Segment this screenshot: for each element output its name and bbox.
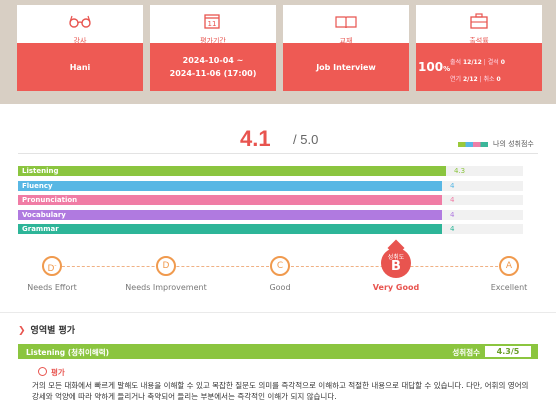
textbook-label: 교재 bbox=[339, 37, 353, 45]
section-title: ❯ 영역별 평가 bbox=[18, 326, 76, 336]
bar-fill-pronunciation bbox=[18, 195, 442, 205]
teacher-label: 강사 bbox=[73, 37, 87, 45]
period-label: 평가기간 bbox=[200, 37, 226, 45]
bar-fill-vocabulary bbox=[18, 209, 442, 220]
bar-fill-fluency bbox=[18, 180, 442, 191]
attendance-card: 출석률 100% 출석 12/12 | 결석 0 연기 2/12 | 취소 0 bbox=[416, 5, 542, 91]
teacher-value: Hani bbox=[17, 43, 143, 91]
bar-row-pronunciation: Pronunciation 4 bbox=[18, 195, 523, 205]
level-grade: A bbox=[505, 261, 513, 271]
period-start: 2024-10-04 ~ bbox=[182, 56, 244, 65]
bar-label: Listening bbox=[22, 167, 59, 175]
period-card: 11 평가기간 2024-10-04 ~ 2024-11-06 (17:00) bbox=[150, 5, 276, 91]
legend: 나의 성취점수 bbox=[458, 139, 534, 149]
bar-label: Vocabulary bbox=[22, 210, 66, 219]
bar-row-fluency: Fluency 4 bbox=[18, 180, 523, 191]
textbook-value: Job Interview bbox=[283, 43, 409, 91]
period-value: 2024-10-04 ~ 2024-11-06 (17:00) bbox=[150, 43, 276, 91]
skill-bars: Listening 4.3 Fluency 4 Pronunciation 4 Vocabu… bbox=[18, 166, 523, 239]
level-name: Excellent bbox=[490, 283, 528, 292]
bar-fill-listening bbox=[18, 166, 446, 176]
level-name: Needs Improvement bbox=[125, 283, 207, 292]
level-name: Very Good bbox=[372, 283, 420, 292]
bar-row-grammar: Grammar 4 bbox=[18, 224, 523, 234]
bar-value: 4 bbox=[450, 210, 455, 219]
bar-label: Grammar bbox=[22, 225, 59, 233]
summary-band: 강사 Hani 11 평가기간 2024-10-04 ~ 2024-11-06 … bbox=[0, 0, 556, 104]
attendance-line-1: 출석 12/12 | 결석 0 bbox=[450, 59, 505, 66]
level-sub-label: 성취도 bbox=[387, 254, 405, 261]
bar-value: 4 bbox=[450, 196, 455, 204]
bar-value: 4 bbox=[450, 181, 455, 190]
level-grade: D bbox=[162, 261, 170, 271]
level-grade: C bbox=[276, 261, 284, 271]
chevron-right-icon: ❯ bbox=[18, 326, 26, 336]
bar-value: 4.3 bbox=[454, 167, 466, 175]
glasses-icon bbox=[69, 13, 91, 29]
skill-score-value: 4.3/5 bbox=[485, 346, 531, 357]
level-badge-active: 성취도 B bbox=[377, 239, 415, 284]
bar-label: Pronunciation bbox=[22, 196, 78, 204]
level-circle-a: A bbox=[499, 256, 519, 276]
bar-row-listening: Listening 4.3 bbox=[18, 166, 523, 176]
smile-icon bbox=[38, 367, 47, 376]
period-end: 2024-11-06 (17:00) bbox=[169, 69, 257, 78]
level-grade-modifier: - bbox=[54, 262, 57, 269]
evaluation-heading: 평가 bbox=[38, 367, 65, 378]
level-circle-d: D bbox=[156, 256, 176, 276]
bar-row-vocabulary: Vocabulary 4 bbox=[18, 209, 523, 220]
bar-value: 4 bbox=[450, 225, 455, 233]
score-total: / 5.0 bbox=[293, 132, 319, 147]
book-icon bbox=[335, 13, 357, 29]
textbook-card: 교재 Job Interview bbox=[283, 5, 409, 91]
level-scale: D- Needs Effort D Needs Improvement C Good 성취도… bbox=[18, 239, 538, 302]
level-circle-d: D- bbox=[42, 256, 62, 276]
divider bbox=[0, 312, 556, 313]
attendance-label: 출석률 bbox=[469, 37, 489, 45]
briefcase-icon bbox=[470, 13, 488, 29]
level-grade: D bbox=[47, 264, 55, 274]
calendar-icon: 11 bbox=[204, 13, 222, 29]
skill-header-listening: Listening (청취이해력) 성취점수 4.3/5 bbox=[18, 344, 538, 359]
score-value: 4.1 bbox=[240, 126, 271, 151]
attendance-value: 100% 출석 12/12 | 결석 0 연기 2/12 | 취소 0 bbox=[416, 43, 542, 91]
skill-score-label: 성취점수 bbox=[452, 348, 480, 357]
svg-text:11: 11 bbox=[208, 20, 217, 28]
skill-name: Listening (청취이해력) bbox=[26, 348, 110, 357]
level-name: Needs Effort bbox=[27, 283, 77, 292]
bar-fill-grammar bbox=[18, 224, 442, 234]
attendance-line-2: 연기 2/12 | 취소 0 bbox=[450, 76, 501, 83]
evaluation-text: 거의 모든 대화에서 빠르게 말해도 내용을 이해할 수 있고 복잡한 질문도 … bbox=[32, 381, 529, 401]
attendance-percent: 100 bbox=[418, 60, 444, 74]
overall-score: 4.1 / 5.0 나의 성취점수 bbox=[18, 118, 538, 154]
level-grade: B bbox=[391, 259, 401, 274]
level-name: Good bbox=[269, 283, 291, 292]
bar-label: Fluency bbox=[22, 181, 53, 190]
teacher-card: 강사 Hani bbox=[17, 5, 143, 91]
level-circle-c: C bbox=[270, 256, 290, 276]
legend-swatch bbox=[458, 141, 488, 147]
